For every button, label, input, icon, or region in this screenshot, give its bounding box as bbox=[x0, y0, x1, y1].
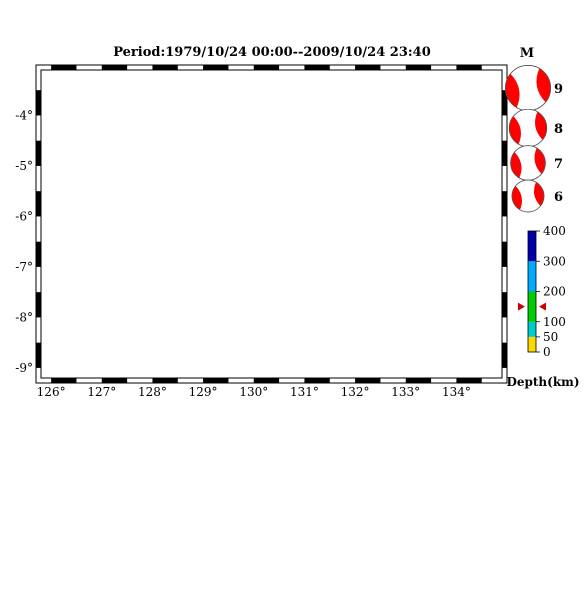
magnitude-legend-ball-lobe bbox=[536, 68, 551, 103]
magnitude-legend-label: 6 bbox=[554, 190, 563, 205]
longitude-tick-label: 132° bbox=[341, 385, 370, 399]
magnitude-legend-ball bbox=[505, 65, 551, 111]
latitude-tick-label: -4° bbox=[15, 108, 33, 122]
frame-segment bbox=[502, 90, 507, 116]
depth-band bbox=[528, 261, 536, 292]
latitude-tick-label: -7° bbox=[15, 260, 33, 274]
depth-band bbox=[528, 321, 536, 337]
frame-segment bbox=[502, 342, 507, 368]
magnitude-legend-ball-lobe bbox=[533, 182, 544, 207]
depth-tick-label: 200 bbox=[543, 285, 566, 299]
latitude-tick-label: -6° bbox=[15, 209, 33, 223]
magnitude-legend-ball-lobe bbox=[534, 147, 546, 174]
frame-segment bbox=[304, 378, 330, 383]
latitude-labels: -4° -5° -6° -7° -8° -9° bbox=[15, 108, 33, 374]
frame-segment bbox=[36, 140, 41, 166]
map-frame bbox=[35, 64, 508, 384]
depth-legend-label: Depth(km) bbox=[506, 375, 579, 389]
magnitude-legend-ball bbox=[511, 179, 545, 213]
frame-segment bbox=[36, 292, 41, 318]
frame-segment bbox=[101, 65, 128, 70]
frame-segment bbox=[101, 378, 128, 383]
frame-segment bbox=[405, 378, 432, 383]
frame-segment bbox=[253, 65, 280, 70]
latitude-tick-label: -9° bbox=[15, 361, 33, 375]
depth-band bbox=[528, 336, 536, 352]
magnitude-legend-ball-lobe bbox=[509, 116, 521, 145]
depth-marker bbox=[518, 302, 525, 311]
frame-segment bbox=[36, 342, 41, 368]
frame-segment bbox=[502, 191, 507, 217]
frame-segment bbox=[203, 65, 229, 70]
magnitude-legend: M 9 8 7 6 bbox=[505, 46, 563, 213]
magnitude-legend-ball-lobe bbox=[535, 111, 547, 140]
magnitude-legend-ball-lobe bbox=[512, 185, 523, 210]
frame-segment bbox=[152, 65, 178, 70]
frame-segment bbox=[36, 241, 41, 267]
magnitude-legend-label: 9 bbox=[554, 82, 563, 97]
frame-segment bbox=[405, 65, 432, 70]
latitude-tick-label: -8° bbox=[15, 310, 33, 324]
frame-segment bbox=[36, 90, 41, 116]
depth-tick-label: 0 bbox=[543, 345, 551, 359]
frame-segment bbox=[456, 65, 482, 70]
magnitude-legend-ball-rim bbox=[511, 179, 545, 213]
longitude-tick-label: 126° bbox=[37, 385, 66, 399]
depth-tick-label: 300 bbox=[543, 254, 566, 268]
depth-tick-label: 50 bbox=[543, 330, 558, 344]
longitude-labels: 126° 127° 128° 129° 130° 131° 132° 133° 134° bbox=[37, 385, 471, 399]
frame-segment bbox=[456, 378, 482, 383]
magnitude-legend-ball-lobe bbox=[510, 152, 522, 179]
magnitude-legend-label: 8 bbox=[554, 122, 563, 137]
longitude-tick-label: 131° bbox=[290, 385, 319, 399]
frame-segment bbox=[304, 65, 330, 70]
longitude-tick-label: 128° bbox=[138, 385, 167, 399]
magnitude-legend-ball bbox=[510, 145, 546, 181]
longitude-tick-label: 129° bbox=[189, 385, 218, 399]
depth-marker bbox=[539, 302, 546, 311]
depth-tick-label: 100 bbox=[543, 315, 566, 329]
depth-band bbox=[528, 231, 536, 262]
frame-segment bbox=[36, 191, 41, 217]
map-title: Period:1979/10/24 00:00--2009/10/24 23:4… bbox=[113, 45, 431, 60]
frame-segment bbox=[203, 378, 229, 383]
frame-segment bbox=[502, 292, 507, 318]
frame-segment bbox=[51, 378, 77, 383]
magnitude-legend-label: 7 bbox=[554, 157, 563, 172]
longitude-tick-label: 130° bbox=[239, 385, 268, 399]
latitude-tick-label: -5° bbox=[15, 159, 33, 173]
frame-segment bbox=[152, 378, 178, 383]
frame-segment bbox=[502, 140, 507, 166]
frame-segment bbox=[51, 65, 77, 70]
frame-segment bbox=[253, 378, 280, 383]
longitude-tick-label: 127° bbox=[87, 385, 116, 399]
depth-band bbox=[528, 291, 536, 322]
frame-segment bbox=[502, 241, 507, 267]
depth-tick-label: 400 bbox=[543, 224, 566, 238]
frame-outer bbox=[35, 64, 508, 384]
longitude-tick-label: 133° bbox=[391, 385, 420, 399]
frame-segment bbox=[355, 378, 381, 383]
frame-segment bbox=[355, 65, 381, 70]
longitude-tick-label: 134° bbox=[442, 385, 471, 399]
magnitude-legend-title: M bbox=[520, 46, 534, 61]
magnitude-legend-ball-lobe bbox=[505, 73, 520, 108]
magnitude-legend-ball bbox=[508, 108, 548, 148]
